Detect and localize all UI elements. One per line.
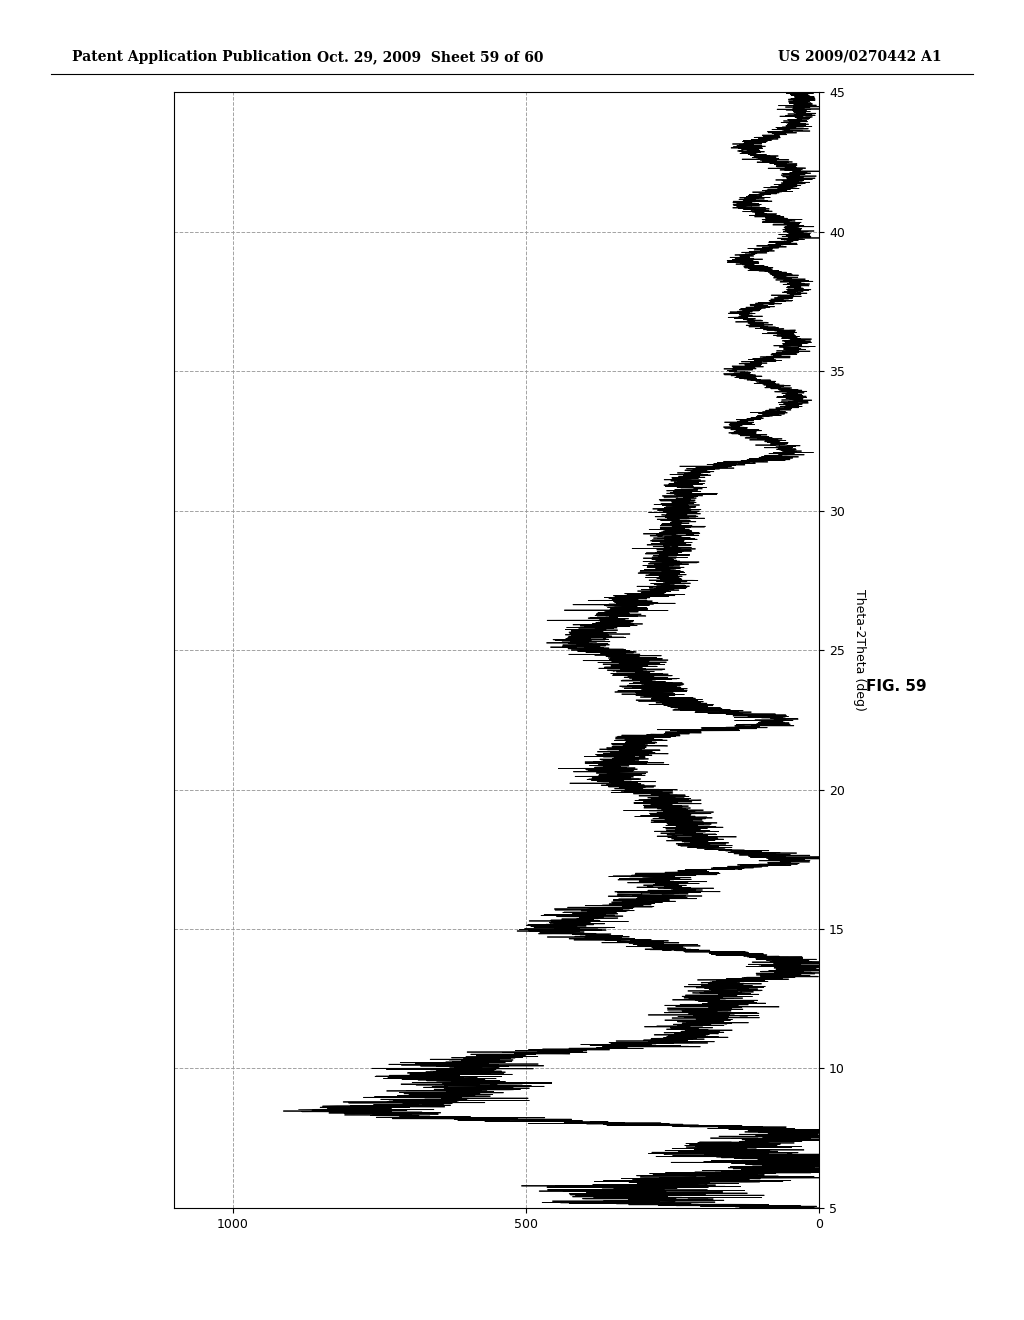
Text: FIG. 59: FIG. 59 [865,678,927,694]
Text: US 2009/0270442 A1: US 2009/0270442 A1 [778,50,942,63]
Text: Oct. 29, 2009  Sheet 59 of 60: Oct. 29, 2009 Sheet 59 of 60 [316,50,544,63]
Text: Patent Application Publication: Patent Application Publication [72,50,311,63]
Y-axis label: Theta-2Theta (deg): Theta-2Theta (deg) [853,589,865,711]
